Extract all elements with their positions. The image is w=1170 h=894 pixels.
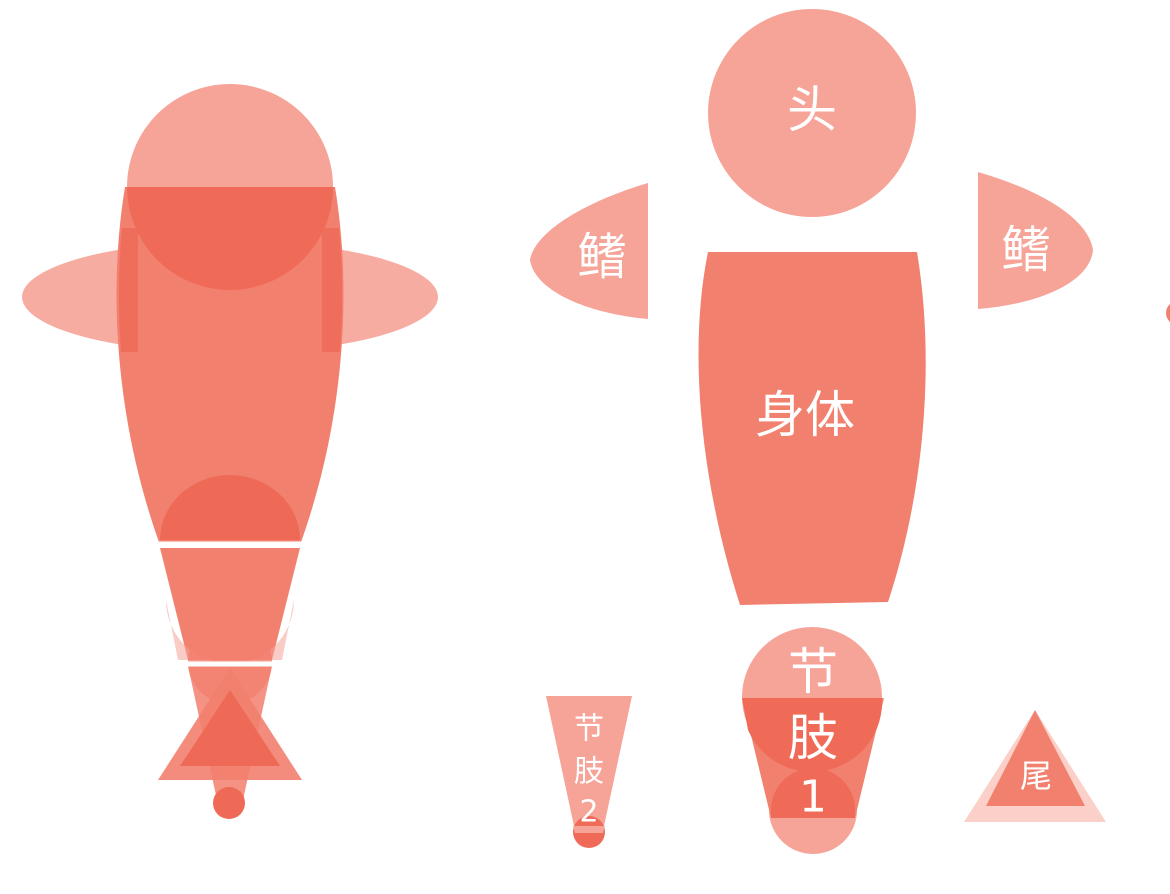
assembled-tail-inner: [180, 690, 280, 766]
fin-right-label: 鳍: [1001, 221, 1051, 279]
assembled-limb1-lower: [166, 600, 294, 664]
assembled-head-overlap: [127, 187, 333, 290]
limb1-lower-overlap: [771, 768, 855, 818]
limb1-upper-overlap: [742, 698, 883, 772]
assembled-fin-overlap-right: [322, 228, 343, 352]
head-shape: [708, 9, 916, 217]
limb2-label-3: 2: [579, 795, 598, 830]
assembled-head: [127, 84, 333, 187]
assembled-fish: [22, 84, 438, 819]
fin-left-label: 鳍: [577, 228, 627, 286]
assembled-limb1-trap: [160, 548, 300, 660]
limb1-label-2: 肢: [788, 709, 838, 767]
limb2-shape: [546, 696, 632, 826]
part-head: 头: [708, 9, 916, 217]
offscreen-partial-shape: [1166, 304, 1170, 322]
limb2-label-2: 肢: [574, 755, 604, 790]
fin-right-shape: [978, 172, 1093, 309]
part-limb1: 节 肢 1: [742, 627, 884, 854]
limb1-label-3: 1: [799, 772, 827, 823]
fin-left-shape: [530, 183, 648, 319]
assembled-fin-overlap-left: [118, 228, 138, 352]
part-body: 身体: [698, 252, 926, 605]
part-tail: 尾: [964, 710, 1106, 822]
part-limb2: 节 肢 2: [546, 696, 632, 848]
tail-inner: [986, 710, 1085, 806]
limb2-tip-top: [573, 826, 605, 833]
head-label: 头: [787, 81, 837, 139]
assembled-tail-tip: [213, 787, 245, 819]
limb1-label-1: 节: [788, 643, 838, 701]
part-fin-right: 鳍: [978, 172, 1093, 309]
body-shape: [698, 252, 926, 605]
tail-label: 尾: [1020, 757, 1052, 795]
limb2-label-1: 节: [574, 712, 604, 747]
body-label: 身体: [755, 386, 855, 444]
assembled-limb1-dome: [160, 475, 300, 540]
assembled-body: [116, 187, 344, 545]
part-fin-left: 鳍: [530, 183, 648, 319]
